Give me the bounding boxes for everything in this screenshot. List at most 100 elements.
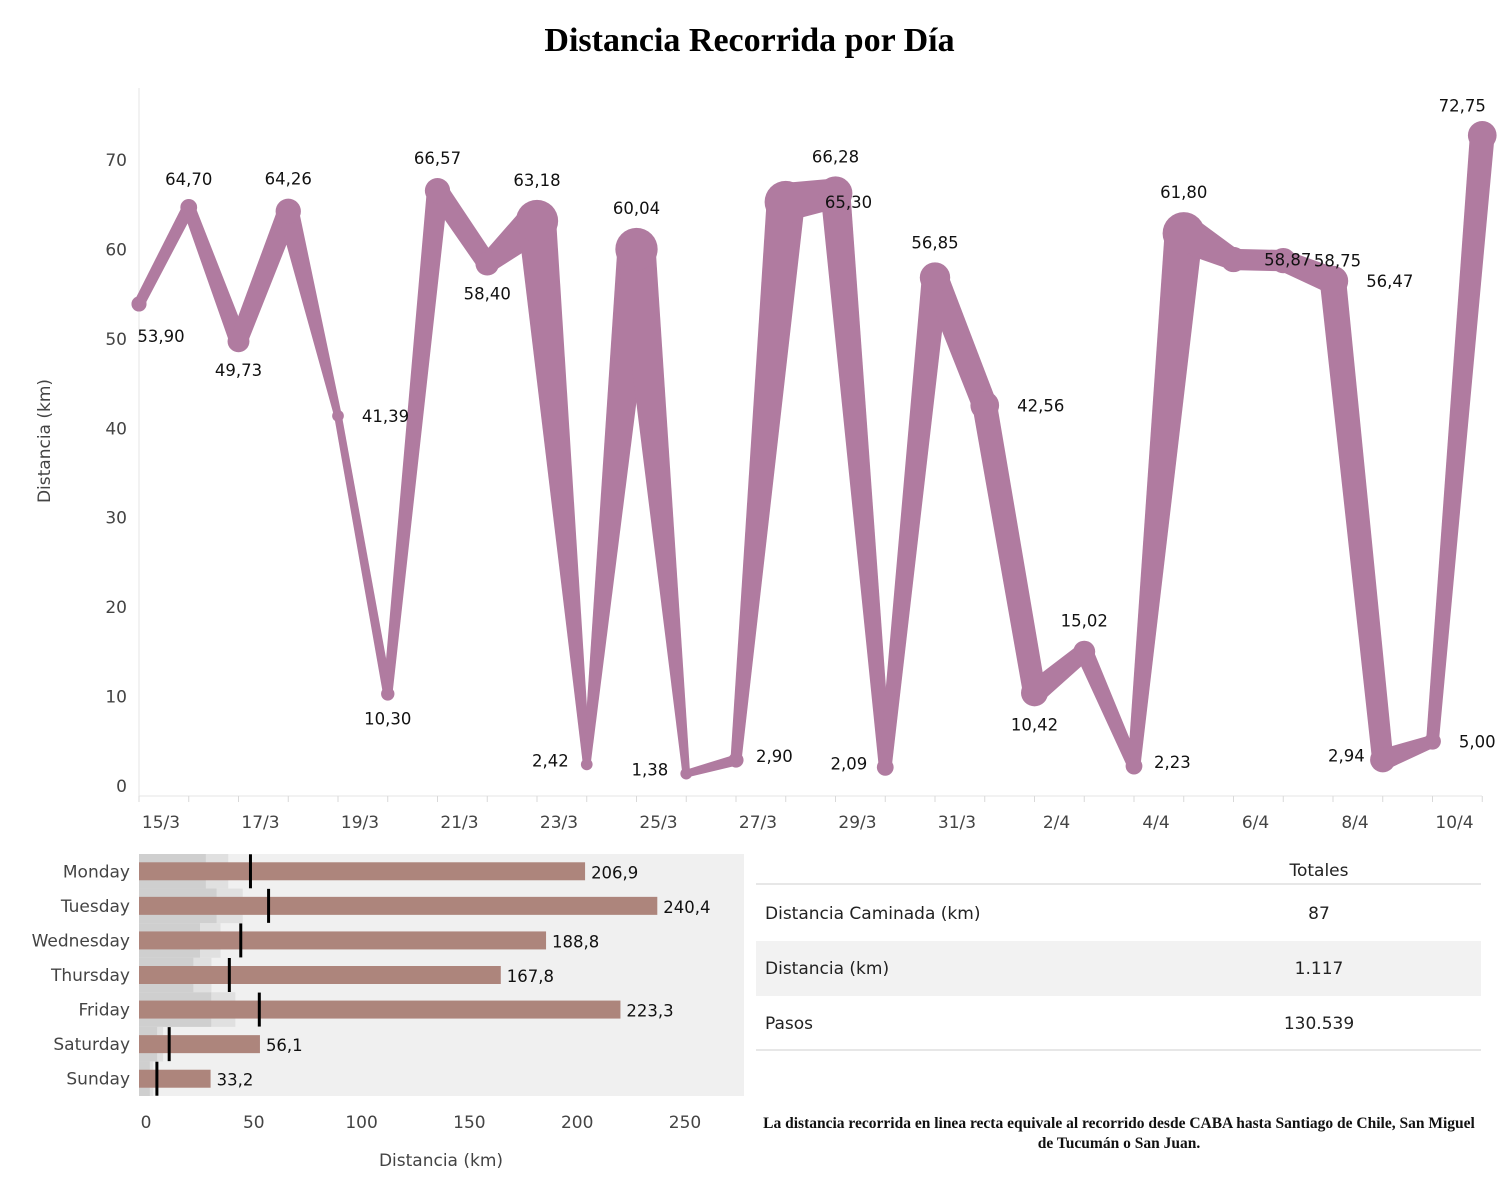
table-row-label: Distancia Caminada (km) (765, 904, 980, 924)
data-label: 63,18 (513, 171, 560, 190)
data-point (381, 687, 395, 701)
line-segment (334, 415, 393, 695)
x-tick-label: 6/4 (1242, 813, 1269, 833)
table-row-label: Pasos (765, 1014, 813, 1034)
bar-value-label: 206,9 (591, 863, 638, 882)
x-tick-label: 100 (345, 1113, 377, 1133)
data-label: 10,42 (1011, 715, 1058, 734)
x-tick-label: 17/3 (241, 813, 279, 833)
line-segment (1233, 248, 1284, 272)
data-point (1370, 747, 1396, 773)
data-label: 56,85 (911, 233, 958, 252)
table-header: Totales (1288, 861, 1348, 881)
bar-value-label: 56,1 (266, 1036, 303, 1055)
y-tick-label: 20 (105, 598, 127, 618)
data-label: 53,90 (137, 327, 184, 346)
data-point (1125, 757, 1143, 775)
y-tick-label: 40 (105, 419, 127, 439)
daily-distance-line-chart: 0 10 20 30 40 50 60 70 15/3 17/3 19/3 21/3 23/3 25/3 2… (35, 88, 1497, 833)
weekday-distance-bar-chart: Monday 206,9 Tuesday 240,4 Wednesday 188,8 Thu… (32, 854, 744, 1171)
line-segment (517, 219, 591, 765)
bar-value-label: 33,2 (217, 1071, 254, 1090)
category-label: Wednesday (32, 931, 130, 951)
y-axis-title: Distancia (km) (35, 379, 55, 503)
y-tick-label: 60 (105, 240, 127, 260)
line-segment (383, 189, 449, 695)
category-label: Saturday (53, 1035, 130, 1055)
x-tick-label: 25/3 (639, 813, 677, 833)
category-label: Friday (78, 1001, 130, 1021)
data-point (970, 391, 1000, 420)
data-point (332, 410, 344, 422)
line-segment (1076, 648, 1140, 769)
data-point (764, 180, 807, 224)
line-segment (182, 205, 247, 345)
data-point (580, 758, 593, 771)
data-label: 65,30 (825, 193, 872, 212)
bar-value-label: 223,3 (626, 1002, 673, 1021)
line-segment (1426, 134, 1495, 742)
data-label: 2,42 (532, 751, 569, 770)
x-tick-label: 50 (243, 1113, 265, 1133)
distance-equivalence-note: La distancia recorrida en linea recta eq… (763, 1115, 1475, 1152)
line-segment (277, 208, 342, 417)
y-tick-label: 10 (105, 688, 127, 708)
data-point (1073, 640, 1096, 663)
data-label: 41,39 (362, 407, 409, 426)
data-point (876, 758, 894, 776)
x-tick-label: 4/4 (1142, 813, 1169, 833)
data-label: 42,56 (1017, 396, 1064, 415)
x-tick-label: 8/4 (1341, 813, 1368, 833)
x-tick-label: 15/3 (142, 813, 180, 833)
data-point (424, 178, 451, 204)
line-segment (134, 204, 195, 307)
line-segment (230, 207, 299, 345)
data-point (515, 199, 559, 243)
bar-value-label: 167,8 (507, 967, 554, 986)
x-tick-label: 27/3 (739, 813, 777, 833)
line-segment (617, 247, 691, 775)
bar-value-label: 188,8 (552, 932, 599, 951)
line-segment (922, 272, 997, 410)
data-label: 5,00 (1459, 732, 1496, 751)
y-tick-label: 70 (105, 151, 127, 171)
x-tick-label: 29/3 (838, 813, 876, 833)
line-segment (820, 191, 892, 768)
data-point (131, 296, 147, 312)
data-label: 58,87 (1264, 251, 1311, 270)
data-label: 56,47 (1366, 272, 1413, 291)
y-tick-label: 30 (105, 509, 127, 529)
y-tick-label: 0 (116, 777, 127, 797)
x-tick-label: 2/4 (1043, 813, 1070, 833)
table-row-background (756, 941, 1481, 996)
data-point (728, 752, 744, 768)
category-label: Tuesday (60, 897, 130, 917)
data-point (919, 262, 951, 293)
table-row-value: 1.117 (1295, 959, 1344, 979)
x-tick-label: 10/4 (1435, 813, 1473, 833)
data-label: 72,75 (1439, 96, 1486, 115)
data-point (1270, 247, 1296, 274)
x-axis-title: Distancia (km) (379, 1151, 503, 1171)
bar-value-label: 240,4 (663, 898, 710, 917)
data-point (227, 330, 250, 353)
data-point (615, 227, 658, 271)
line-segment (1127, 231, 1203, 767)
data-label: 64,26 (265, 170, 312, 189)
page-title: Distancia Recorrida por Día (544, 22, 955, 59)
line-segment (1319, 279, 1394, 761)
data-label: 2,09 (831, 754, 868, 773)
x-tick-label: 0 (141, 1113, 152, 1133)
table-row-value: 130.539 (1284, 1014, 1354, 1034)
data-label: 66,57 (414, 149, 461, 168)
data-point (1424, 732, 1441, 750)
data-label: 1,38 (632, 761, 669, 780)
x-tick-label: 250 (669, 1113, 701, 1133)
y-tick-label: 50 (105, 330, 127, 350)
x-tick-label: 150 (453, 1113, 485, 1133)
table-row-value: 87 (1308, 904, 1330, 924)
data-label: 2,23 (1154, 753, 1191, 772)
data-label: 2,90 (756, 747, 793, 766)
line-segment (878, 276, 949, 768)
data-point (180, 198, 198, 216)
